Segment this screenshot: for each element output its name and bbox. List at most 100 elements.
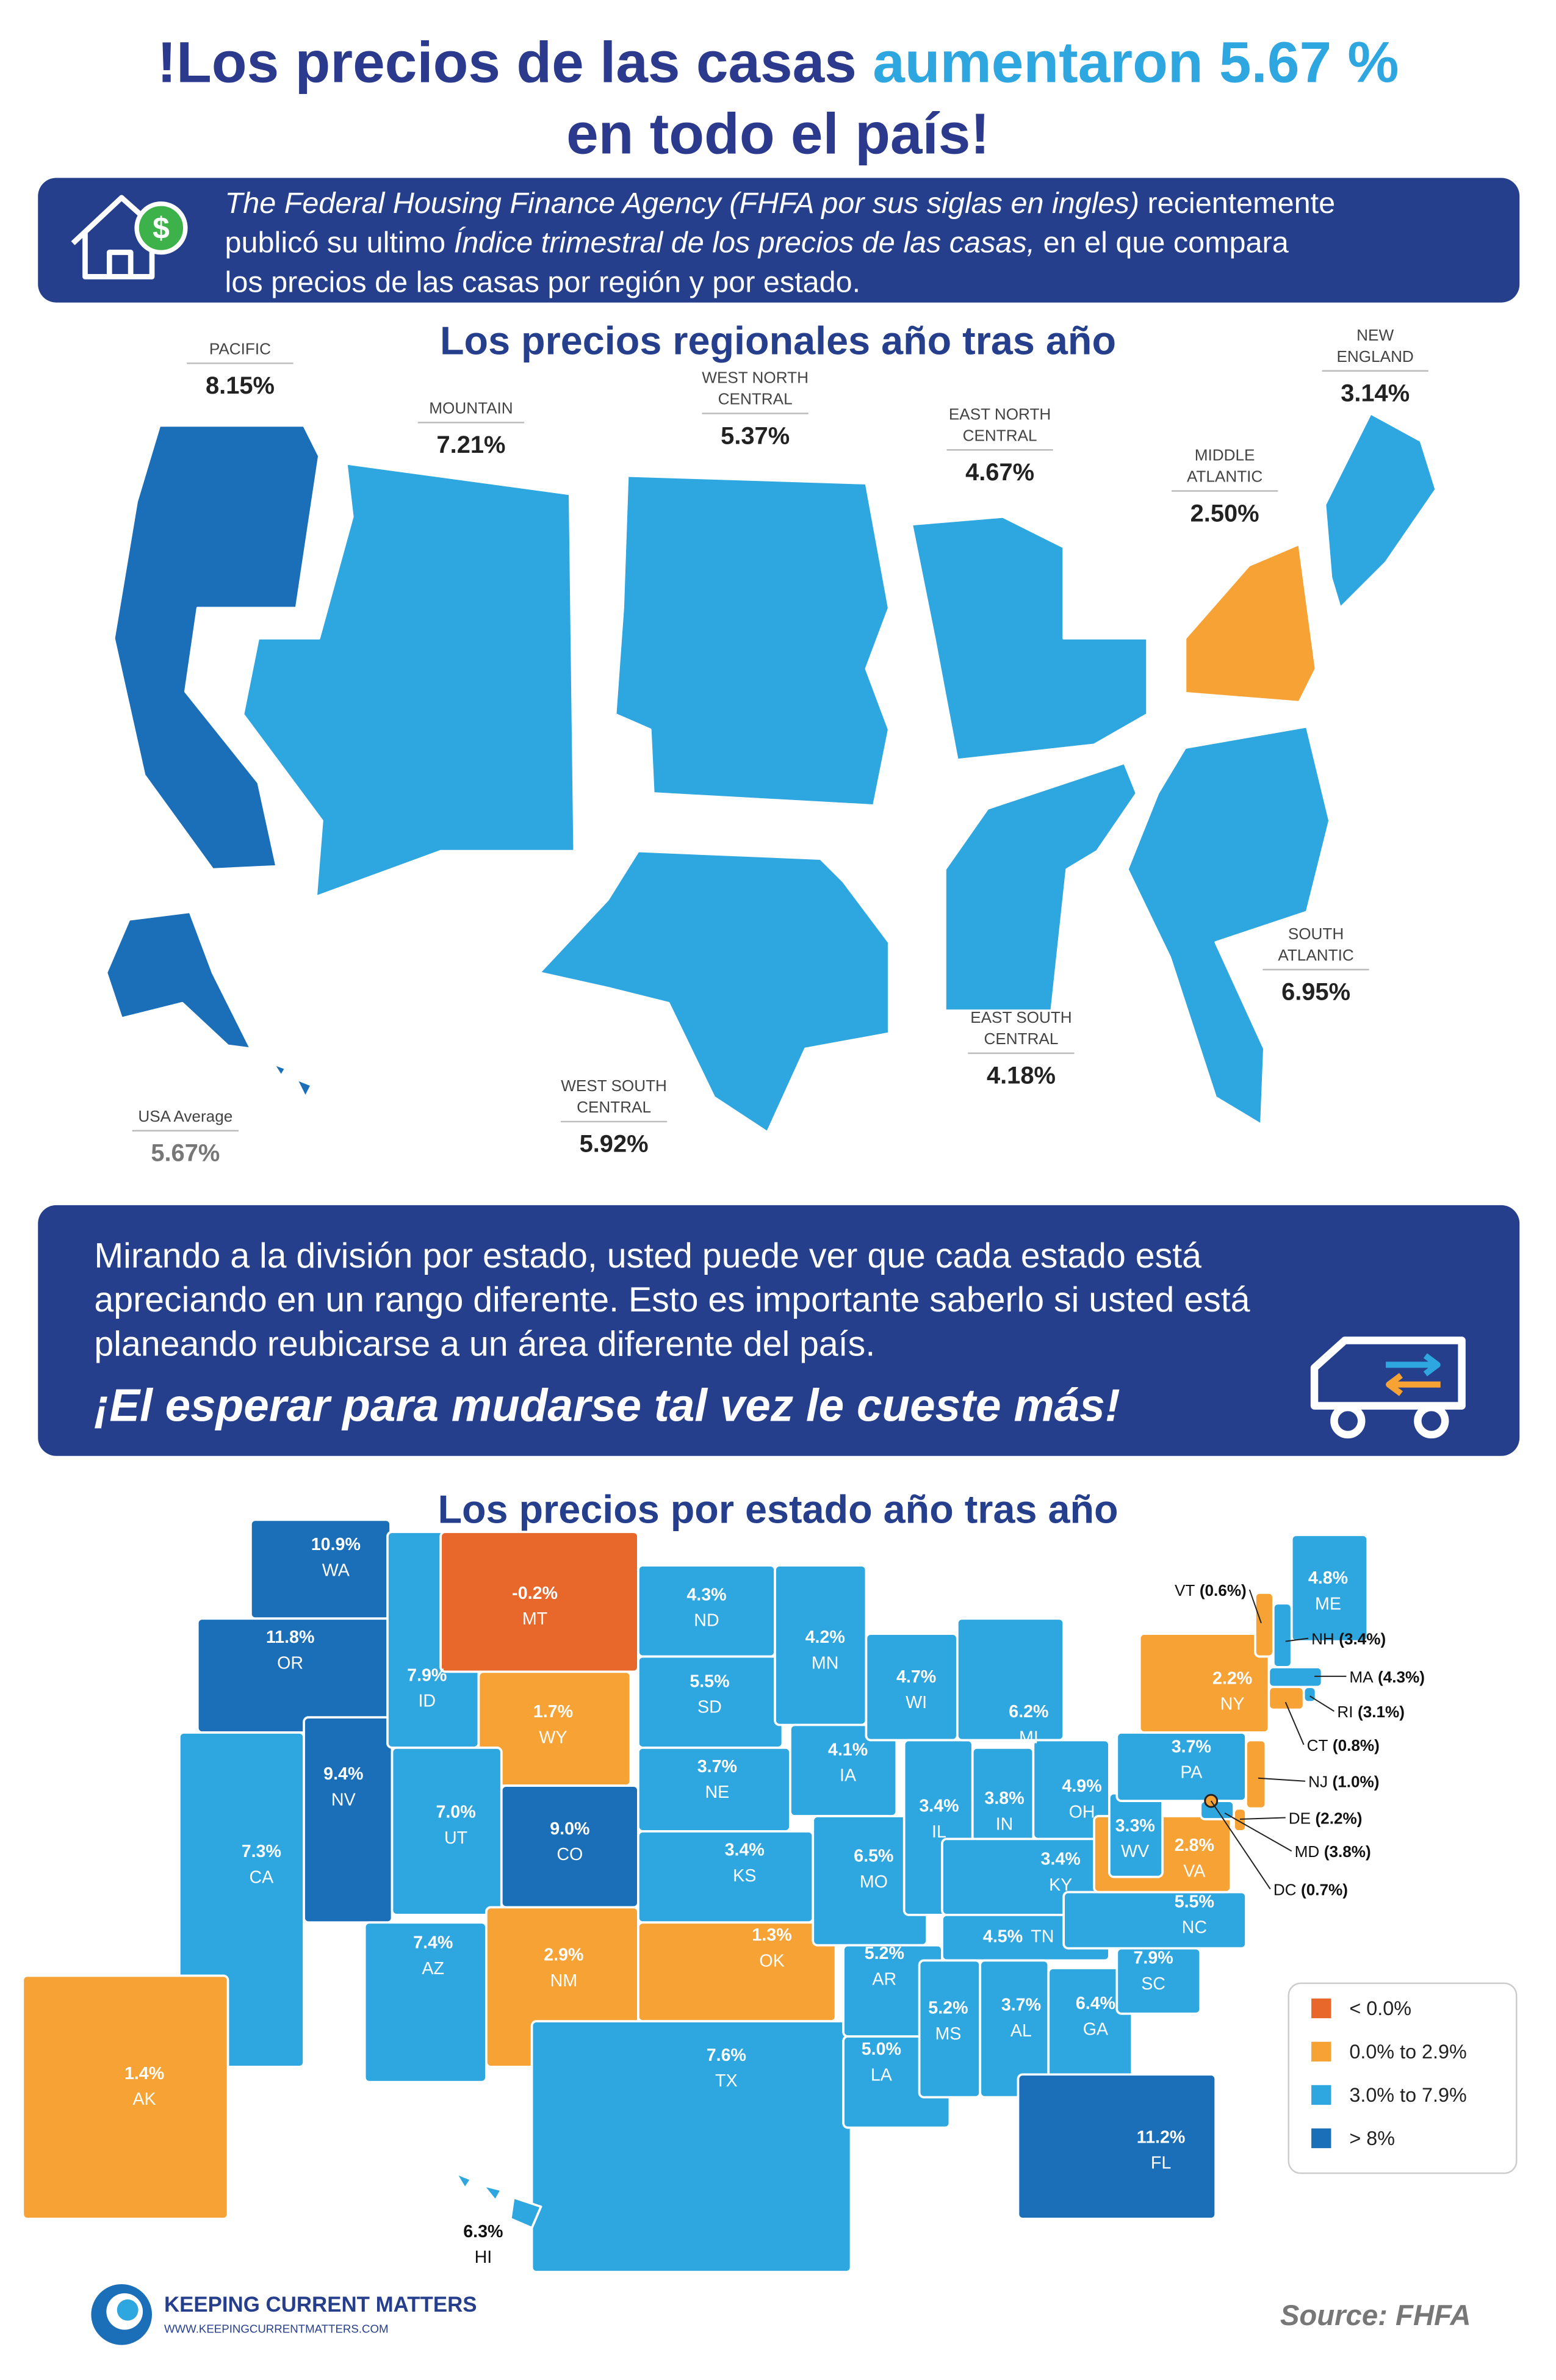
legend-swatch: [1311, 2085, 1331, 2105]
state-abbr: NE: [705, 1783, 730, 1802]
state-value: 7.9%: [407, 1665, 447, 1685]
legend-label: > 8%: [1349, 2127, 1395, 2149]
state-callout: VT (0.6%): [1175, 1581, 1247, 1599]
average-value: 5.67%: [151, 1140, 220, 1167]
state-abbr: CA: [249, 1868, 274, 1888]
state-value: 7.9%: [1133, 1949, 1173, 1968]
state-abbr: TN: [1031, 1927, 1054, 1947]
state-shape: [1290, 1534, 1369, 1643]
state-abbr: MO: [860, 1872, 888, 1892]
state-value: (3.4%): [1339, 1630, 1386, 1648]
title: !Los precios de las casas aumentaron 5.6…: [157, 31, 1399, 95]
state-value: 9.0%: [550, 1819, 589, 1839]
leader-line: [1309, 1695, 1334, 1712]
state-value: 7.4%: [413, 1933, 453, 1953]
state-abbr: MS: [935, 2024, 961, 2044]
state-value: 7.6%: [707, 2046, 746, 2065]
intro-line: los precios de las casas por región y po…: [225, 265, 861, 298]
state-shape: [1233, 1807, 1247, 1833]
section-title: Los precios regionales año tras año: [440, 318, 1116, 362]
state-shape: [303, 1716, 394, 1924]
state-abbr: GA: [1083, 2020, 1109, 2039]
state-abbr: RI: [1337, 1703, 1353, 1721]
state-value: 3.8%: [984, 1789, 1024, 1808]
state-shape: [637, 1921, 837, 2023]
state-shape: [1267, 1666, 1324, 1689]
state-abbr: NJ: [1308, 1773, 1328, 1791]
state-value: 1.3%: [752, 1925, 791, 1945]
state-shape: [509, 2196, 542, 2229]
state-abbr: FL: [1151, 2154, 1171, 2173]
state-abbr: KY: [1049, 1875, 1072, 1895]
region-name: WEST NORTH: [702, 369, 809, 387]
state-abbr: AR: [872, 1969, 896, 1989]
note-box: [38, 1205, 1520, 1456]
state-value: 1.4%: [124, 2064, 164, 2083]
state-value: (1.0%): [1333, 1773, 1380, 1791]
logo: [91, 2284, 153, 2345]
legend-label: 0.0% to 2.9%: [1349, 2041, 1466, 2063]
state-value: (0.7%): [1301, 1880, 1348, 1899]
state-shape: [21, 1974, 229, 2220]
intro-segment: publicó su ultimo: [225, 226, 454, 259]
state-shape: [956, 1617, 1065, 1742]
region-name: CENTRAL: [963, 426, 1037, 444]
state-abbr: IL: [932, 1822, 946, 1842]
title-line: en todo el país!: [566, 102, 990, 167]
state-abbr: AZ: [422, 1959, 444, 1978]
wheel: [1330, 1403, 1366, 1439]
state-abbr: ND: [694, 1611, 719, 1631]
state-value: 6.2%: [1009, 1702, 1048, 1722]
state-shape: [1017, 2073, 1217, 2220]
brand-url: WWW.KEEPINGCURRENTMATTERS.COM: [164, 2323, 389, 2335]
average-name: USA Average: [138, 1107, 232, 1125]
dollar-sign: $: [153, 211, 170, 245]
arrow: [1386, 1372, 1441, 1396]
state-abbr: AK: [132, 2090, 156, 2109]
region-name: CENTRAL: [577, 1098, 651, 1116]
note-line: planeando reubicarse a un área diferente…: [94, 1324, 875, 1363]
region-shape: [910, 515, 1148, 762]
region-shape: [105, 911, 252, 1050]
state-value: 4.3%: [686, 1585, 726, 1604]
state-map: 10.9% WA 11.8% OR 7.3% CA 9.4% NV 7.9% ID -0.2% MT 1…: [21, 1518, 1425, 2273]
state-value: 7.3%: [242, 1842, 281, 1861]
legend-swatch: [1311, 2128, 1331, 2149]
state-abbr: DC: [1273, 1880, 1297, 1899]
leader-line: [1239, 1817, 1286, 1820]
state-value: 3.4%: [919, 1797, 959, 1816]
state-abbr: AL: [1010, 2021, 1032, 2041]
region-shape: [1324, 412, 1438, 610]
legend-box: [1288, 1982, 1518, 2174]
van-icon: [1310, 1336, 1466, 1439]
region-name: MIDDLE: [1195, 446, 1255, 464]
region-shape: [242, 462, 576, 898]
state-abbr: MT: [522, 1609, 547, 1629]
legend-swatch: [1311, 1998, 1331, 2019]
legend-label: < 0.0%: [1349, 1997, 1411, 2019]
state-shape: [530, 2020, 852, 2273]
state-value: 2.2%: [1212, 1668, 1252, 1688]
region-shape: [1126, 725, 1331, 1126]
title-highlight: aumentaron 5.67 %: [873, 31, 1399, 95]
state-shape: [1272, 1602, 1293, 1668]
state-value: (3.1%): [1358, 1703, 1405, 1721]
region-name: CENTRAL: [984, 1030, 1058, 1048]
state-value: (4.3%): [1378, 1668, 1425, 1686]
region-name: EAST NORTH: [949, 405, 1051, 423]
state-value: 4.5%: [983, 1927, 1023, 1947]
intro-line: The Federal Housing Finance Agency (FHFA…: [225, 187, 1336, 220]
region-name: ATLANTIC: [1278, 946, 1353, 964]
state-value: 5.2%: [928, 1999, 968, 2018]
house-icon: [71, 195, 188, 279]
state-value: (0.8%): [1333, 1736, 1380, 1754]
state-abbr: LA: [871, 2065, 893, 2085]
intro-segment: Índice trimestral de los precios de las …: [454, 226, 1035, 259]
state-abbr: NH: [1311, 1630, 1334, 1648]
state-value: 3.7%: [1001, 1996, 1041, 2015]
state-abbr: PA: [1180, 1763, 1203, 1783]
state-value: 1.7%: [533, 1702, 573, 1722]
region-shape: [112, 424, 320, 871]
state-shape: [1302, 1686, 1317, 1704]
state-value: 4.9%: [1062, 1776, 1101, 1796]
